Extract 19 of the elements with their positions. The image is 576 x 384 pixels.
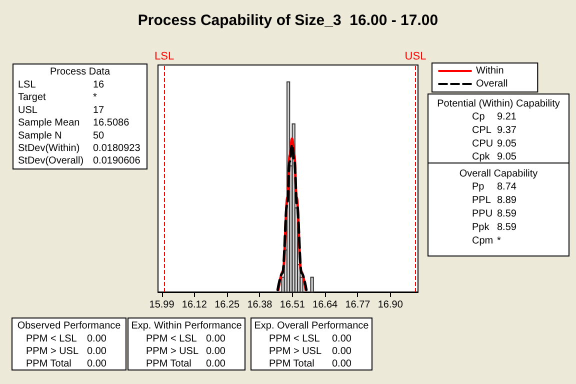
- text: Exp. Overall Performance PPM < LSL 0.00 PPM > USL 0.00 PPM Total 0.00: [254, 320, 369, 370]
- x-tick-label: 16.90: [378, 300, 404, 310]
- legend-label: Within: [476, 66, 504, 76]
- x-tick-label: 16.25: [214, 300, 240, 310]
- text: Potential (Within) Capability Cp 9.21 CPL 9.37 CPU 9.05 Cpk 9.05: [437, 98, 560, 163]
- x-tick-label: 16.38: [247, 300, 273, 310]
- text: Overall Capability Pp 8.74 PPL 8.89 PPU 8.59 Ppk 8.59 Cpm *: [459, 168, 538, 246]
- x-tick-label: 15.99: [149, 300, 175, 310]
- x-tick-label: 16.51: [280, 300, 306, 310]
- text: Process Data LSL 16 Target * USL 17 Sample Mean 16.5086 Sample N 50 StDev(Within) 0.0180923 StDev(Overall) 0.0190606: [18, 66, 140, 167]
- ref-line-label: USL: [404, 50, 426, 62]
- chart-title: Process Capability of Size_3 16.00 - 17.00: [138, 12, 438, 29]
- text: Exp. Within Performance PPM < LSL 0.00 PPM > USL 0.00 PPM Total 0.00: [131, 320, 242, 370]
- x-tick-label: 16.12: [182, 300, 208, 310]
- x-tick-label: 16.64: [312, 300, 338, 310]
- x-tick-label: 16.77: [345, 300, 371, 310]
- legend-label: Overall: [476, 78, 508, 90]
- text: Observed Performance PPM < LSL 0.00 PPM > USL 0.00 PPM Total 0.00: [17, 320, 121, 370]
- ref-line-label: LSL: [154, 50, 174, 62]
